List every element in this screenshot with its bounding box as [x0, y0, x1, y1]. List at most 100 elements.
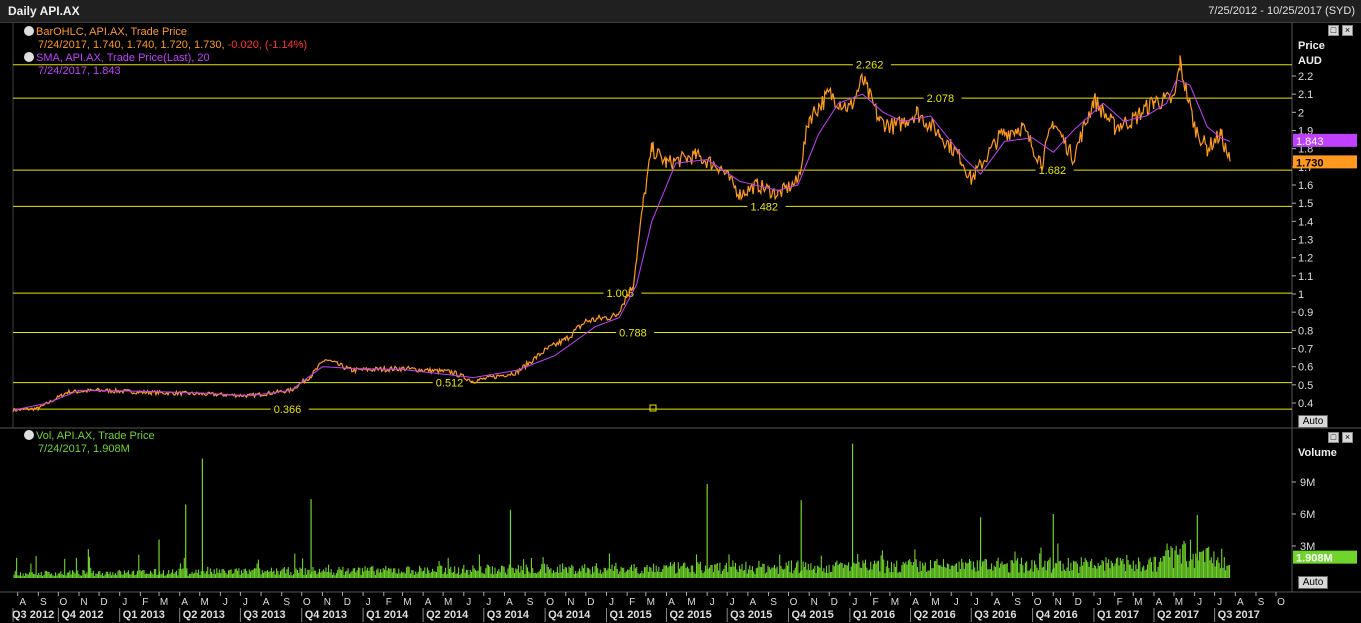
month-label: J [710, 597, 715, 608]
price-tick-label: 1 [1298, 289, 1304, 301]
quarter-label: Q1 2013 [123, 609, 165, 621]
last-volume-label: 1.908M [1296, 553, 1333, 565]
price-legend: BarOHLC, API.AX, Trade Price 7/24/2017, … [24, 26, 307, 78]
volume-tick-label: 6M [1300, 509, 1315, 521]
month-label: S [40, 597, 47, 608]
quarter-label: Q4 2015 [792, 609, 834, 621]
date-range: 7/25/2012 - 10/25/2017 (SYD) [1208, 5, 1355, 17]
price-axis-label: Price [1298, 40, 1325, 52]
month-label: S [527, 597, 534, 608]
month-label: O [1277, 597, 1285, 608]
price-tick-label: 2.1 [1298, 89, 1313, 101]
month-label: S [1014, 597, 1021, 608]
price-tick-label: 0.5 [1298, 380, 1313, 392]
level-label: 0.512 [436, 378, 464, 390]
sma-legend-values: 7/24/2017, 1.843 [38, 65, 121, 77]
quarter-label: Q2 2017 [1157, 609, 1199, 621]
ohlc-legend-name: BarOHLC, API.AX, Trade Price [36, 26, 188, 38]
volume-tick-label: 3M [1300, 541, 1315, 553]
chart-title: Daily API.AX [8, 4, 80, 18]
price-series-line [12, 55, 1231, 413]
month-label: J [1197, 597, 1202, 608]
level-label-bg [852, 58, 891, 71]
month-label: F [873, 597, 879, 608]
last-sma-badge [1293, 133, 1357, 147]
month-label: O [546, 597, 554, 608]
month-label: M [201, 597, 209, 608]
price-tick-label: 1.2 [1298, 253, 1313, 265]
sma-series-line [12, 78, 1231, 411]
month-label: M [1134, 597, 1142, 608]
quarter-label: Q2 2015 [670, 609, 712, 621]
price-tick-label: 2 [1298, 107, 1304, 119]
month-label: D [587, 597, 594, 608]
quarter-label: Q3 2013 [243, 609, 285, 621]
level-label: 2.078 [927, 93, 955, 105]
month-label: N [1055, 597, 1062, 608]
level-label-bg [923, 92, 962, 105]
volume-legend: Vol, API.AX, Trade Price 7/24/2017, 1.90… [24, 430, 155, 456]
close-panel-icon[interactable]: × [1342, 432, 1353, 443]
price-tick-label: 1.4 [1298, 216, 1313, 228]
month-label: S [1258, 597, 1265, 608]
month-label: F [386, 597, 392, 608]
month-label: A [1156, 597, 1163, 608]
price-axis-unit: AUD [1298, 55, 1322, 67]
price-tick-label: 0.6 [1298, 362, 1313, 374]
price-auto-scale-button[interactable]: Auto [1298, 415, 1328, 428]
month-label: M [647, 597, 655, 608]
quarter-label: Q2 2016 [914, 609, 956, 621]
month-label: N [567, 597, 574, 608]
month-label: O [790, 597, 798, 608]
month-label: J [1217, 597, 1222, 608]
month-label: A [263, 597, 270, 608]
legend-toggle-icon[interactable] [24, 430, 34, 440]
quarter-label: Q4 2014 [548, 609, 591, 621]
anchor-marker-icon [649, 404, 657, 412]
month-label: J [954, 597, 959, 608]
price-tick-label: 1.3 [1298, 235, 1313, 247]
quarter-label: Q2 2014 [426, 609, 469, 621]
month-label: J [974, 597, 979, 608]
volume-auto-scale-button[interactable]: Auto [1298, 576, 1328, 589]
legend-toggle-icon[interactable] [24, 26, 34, 36]
month-label: D [100, 597, 107, 608]
month-label: J [243, 597, 248, 608]
vol-legend-values: 7/24/2017, 1.908M [38, 443, 130, 455]
last-volume-badge [1293, 550, 1357, 564]
level-label: 1.482 [751, 201, 779, 213]
month-label: A [912, 597, 919, 608]
price-tick-label: 0.7 [1298, 344, 1313, 356]
month-label: N [324, 597, 331, 608]
restore-panel-icon[interactable]: □ [1328, 25, 1339, 36]
restore-panel-icon[interactable]: □ [1328, 432, 1339, 443]
volume-axis-label: Volume [1298, 447, 1337, 459]
month-label: M [444, 597, 452, 608]
close-panel-icon[interactable]: × [1342, 25, 1353, 36]
vol-legend-name: Vol, API.AX, Trade Price [36, 430, 155, 442]
price-tick-label: 0.9 [1298, 307, 1313, 319]
level-label-bg [747, 200, 786, 213]
quarter-label: Q2 2013 [183, 609, 225, 621]
level-label-bg [1035, 164, 1074, 177]
level-label-bg [432, 376, 471, 389]
month-label: J [609, 597, 614, 608]
price-tick-label: 1.5 [1298, 198, 1313, 210]
level-label: 2.262 [856, 60, 884, 72]
legend-toggle-icon[interactable] [24, 52, 34, 62]
price-tick-label: 0.4 [1298, 398, 1313, 410]
price-tick-label: 1.6 [1298, 180, 1313, 192]
month-label: F [1117, 597, 1123, 608]
month-label: J [730, 597, 735, 608]
ohlc-legend-values: 7/24/2017, 1.740, 1.740, 1.720, 1.730, [38, 39, 225, 51]
last-sma-label: 1.843 [1296, 136, 1324, 148]
month-label: D [831, 597, 838, 608]
month-label: N [80, 597, 87, 608]
month-label: D [1075, 597, 1082, 608]
price-tick-label: 1.1 [1298, 271, 1313, 283]
month-label: F [142, 597, 148, 608]
month-label: J [223, 597, 228, 608]
chart-canvas[interactable]: 2.2622.0781.6821.4821.0050.7880.5120.366… [0, 22, 1361, 623]
month-label: A [425, 597, 432, 608]
level-label-bg [616, 326, 655, 339]
